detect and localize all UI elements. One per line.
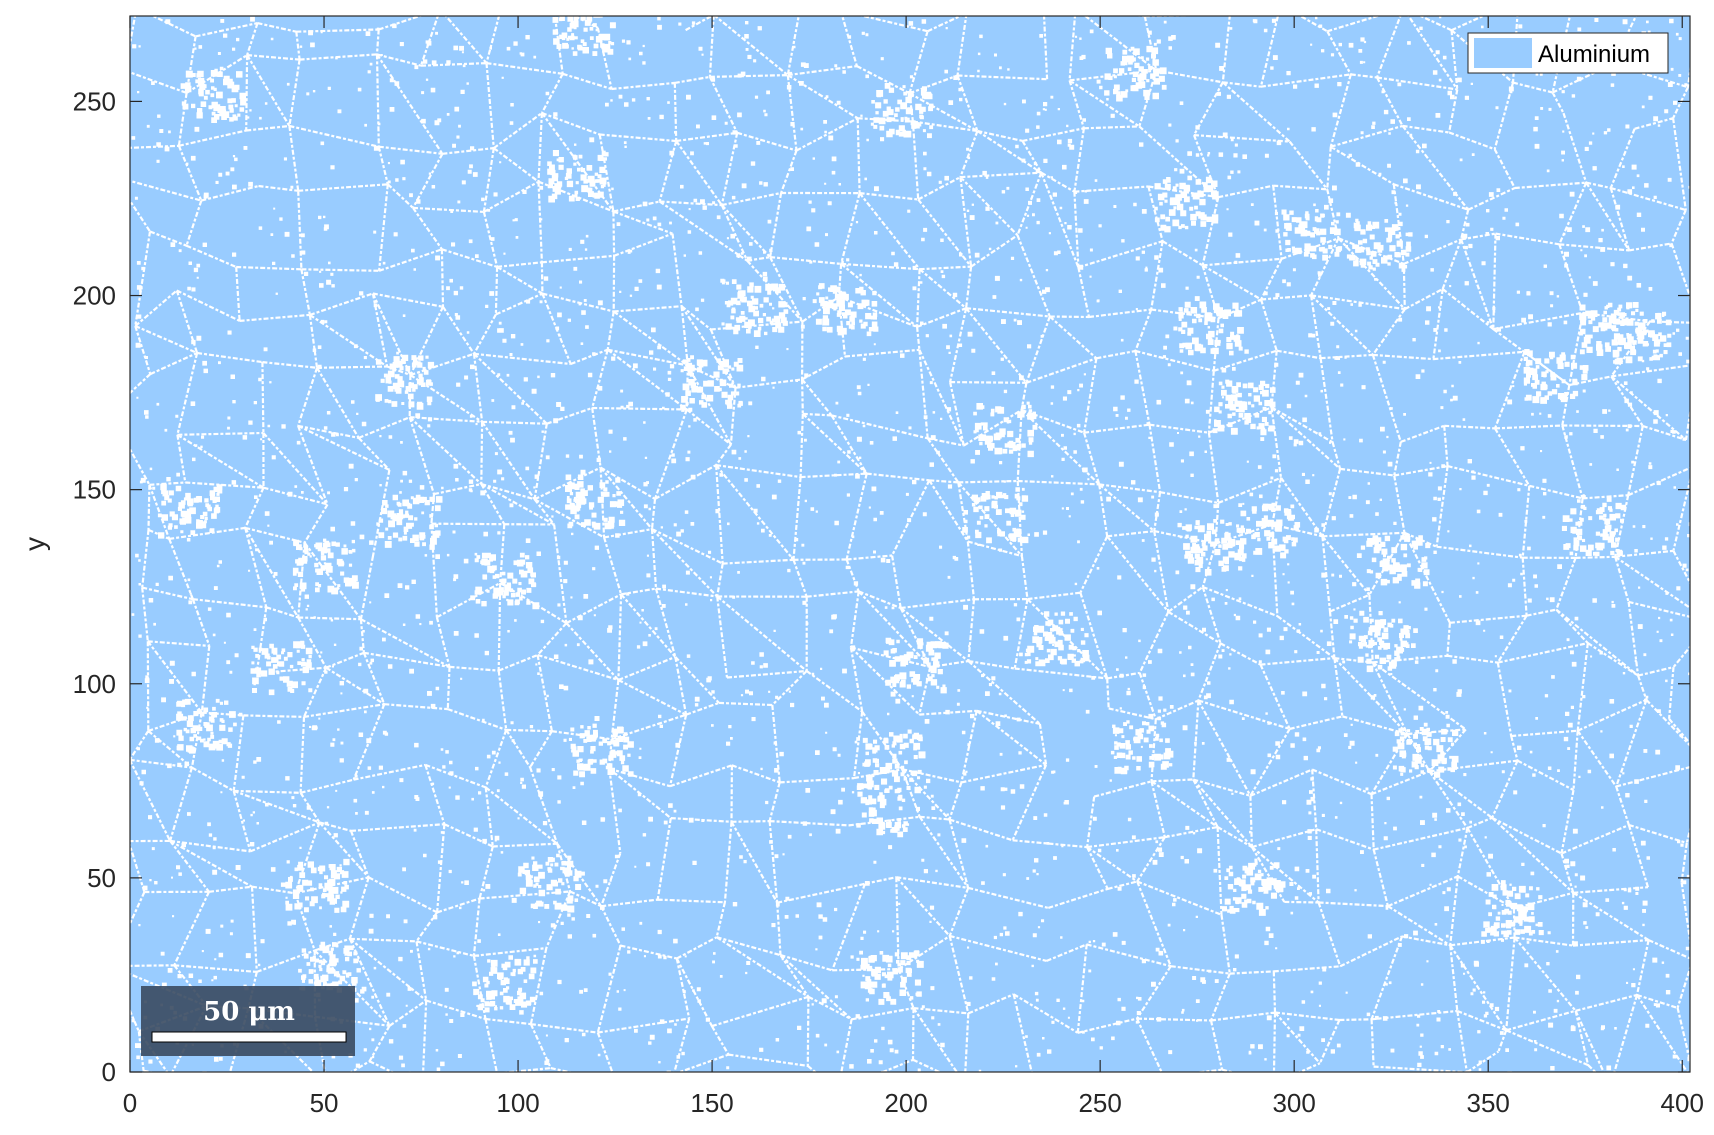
y-tick-label: 100 [73,669,116,699]
scale-bar-background [141,986,355,1056]
grain-boundary-network [108,0,1712,1092]
y-tick-label: 200 [73,281,116,311]
x-tick-label: 250 [1078,1088,1121,1118]
y-tick-label: 150 [73,475,116,505]
x-tick-label: 400 [1661,1088,1704,1118]
x-tick-label: 150 [690,1088,733,1118]
plot-area [108,0,1712,1092]
scale-bar-label: 50 μm [203,997,295,1027]
x-tick-label: 100 [496,1088,539,1118]
legend: Aluminium [1467,32,1669,74]
y-tick-label: 250 [73,86,116,116]
y-axis: 0 50 100 150 200 250 [73,86,1690,1087]
y-tick-label: 0 [102,1057,116,1087]
x-tick-label: 300 [1272,1088,1315,1118]
scale-bar: 50 μm [141,986,355,1056]
legend-swatch-aluminium [1474,38,1532,68]
x-tick-label: 350 [1467,1088,1510,1118]
x-tick-label: 200 [884,1088,927,1118]
aluminium-phase-map [130,16,1690,1072]
y-tick-label: 50 [87,863,116,893]
x-tick-label: 0 [123,1088,137,1118]
scale-bar-line [151,1031,347,1043]
axes-frame [129,15,1691,1073]
y-axis-label: y [19,537,50,551]
legend-label-aluminium: Aluminium [1538,41,1650,68]
x-axis: 0 50 100 150 200 250 300 350 400 [123,16,1704,1118]
x-tick-label: 50 [310,1088,339,1118]
